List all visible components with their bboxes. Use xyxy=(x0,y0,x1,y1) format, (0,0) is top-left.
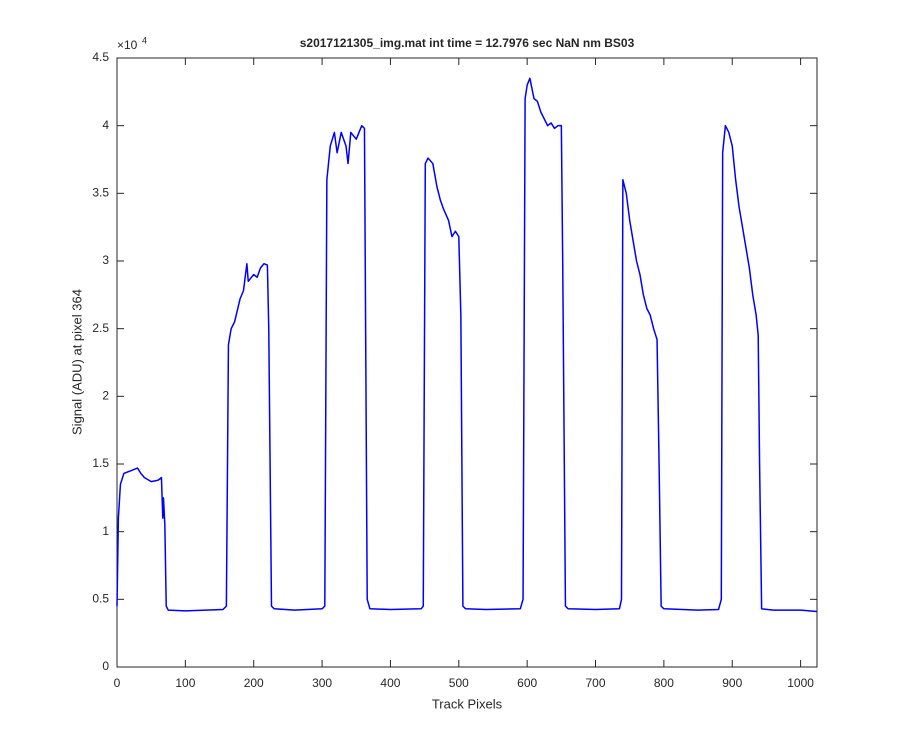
signal-line xyxy=(116,77,818,613)
y-tick-label: 1 xyxy=(102,524,109,538)
x-tick-label: 900 xyxy=(722,676,742,690)
x-tick-label: 400 xyxy=(380,676,400,690)
x-tick-label: 700 xyxy=(586,676,606,690)
x-tick-label: 200 xyxy=(244,676,264,690)
x-tick-label: 100 xyxy=(175,676,195,690)
y-multiplier-power: 4 xyxy=(142,35,147,45)
y-tick-label: 4.5 xyxy=(92,50,109,64)
y-tick-label: 3 xyxy=(102,253,109,267)
y-tick-label: 1.5 xyxy=(92,456,109,470)
x-tick-label: 600 xyxy=(517,676,537,690)
x-tick-label: 0 xyxy=(114,676,121,690)
x-tick-label: 500 xyxy=(449,676,469,690)
y-multiplier: ×10 xyxy=(117,38,138,52)
x-tick-label: 1000 xyxy=(787,676,814,690)
y-axis-label: Signal (ADU) at pixel 364 xyxy=(69,289,84,435)
y-tick-label: 3.5 xyxy=(92,186,109,200)
y-tick-label: 2.5 xyxy=(92,321,109,335)
plot-frame xyxy=(116,57,818,668)
x-axis-label: Track Pixels xyxy=(432,696,503,711)
y-tick-label: 2 xyxy=(102,389,109,403)
y-tick-label: 0.5 xyxy=(92,592,109,606)
x-tick-label: 300 xyxy=(312,676,332,690)
y-tick-label: 0 xyxy=(102,659,109,673)
y-tick-label: 4 xyxy=(102,118,109,132)
chart-title: s2017121305_img.mat int time = 12.7976 s… xyxy=(300,36,635,50)
x-tick-label: 800 xyxy=(654,676,674,690)
